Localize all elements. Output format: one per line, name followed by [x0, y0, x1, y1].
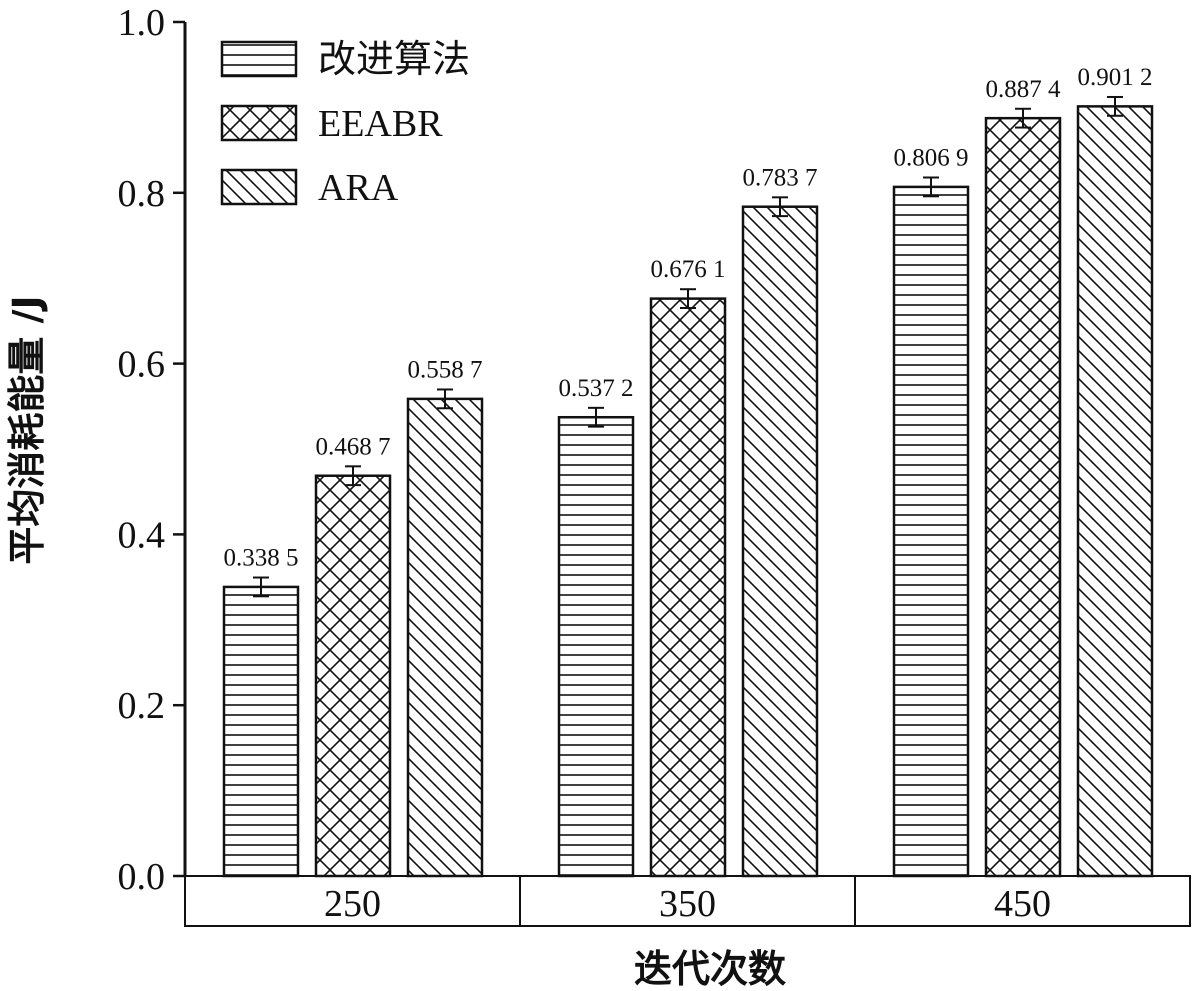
- legend-swatch: [220, 104, 298, 142]
- bar: [649, 297, 727, 878]
- x-tick-label: 450: [994, 883, 1051, 925]
- bar: [314, 474, 392, 878]
- y-tick-label: 0.4: [118, 514, 166, 556]
- y-tick-label: 0.6: [118, 344, 166, 386]
- bar: [984, 116, 1062, 878]
- y-tick-label: 1.0: [118, 2, 166, 44]
- x-axis-title: 迭代次数: [634, 947, 786, 991]
- y-tick-label: 0.2: [118, 685, 166, 727]
- legend-swatch: [220, 40, 298, 78]
- bar: [1076, 105, 1154, 878]
- data-label: 0.806 9: [894, 145, 969, 172]
- legend-label: ARA: [318, 167, 399, 209]
- legend: 改进算法 EEABR ARA: [220, 39, 470, 209]
- y-tick-label: 0.8: [118, 173, 166, 215]
- bar: [222, 585, 300, 878]
- data-label: 0.338 5: [224, 545, 299, 572]
- legend-label: 改进算法: [318, 39, 470, 81]
- data-label: 0.783 7: [743, 164, 818, 191]
- data-label: 0.887 4: [986, 76, 1062, 103]
- x-tick-label: 350: [659, 883, 716, 925]
- bars: 0.338 5 0.468 7 0.558 7 0.537 2 0.676 1 0.783…: [222, 64, 1154, 878]
- x-tick-labels: 250 350 450: [324, 883, 1051, 925]
- y-tick-label: 0.0: [118, 856, 166, 898]
- data-label: 0.676 1: [651, 256, 726, 283]
- data-label: 0.468 7: [316, 433, 391, 460]
- data-label: 0.558 7: [408, 356, 483, 383]
- legend-swatch: [220, 168, 298, 206]
- y-axis-title: 平均消耗能量 /J: [5, 295, 49, 564]
- legend-label: EEABR: [318, 103, 443, 145]
- bar: [892, 185, 970, 878]
- data-label: 0.537 2: [559, 375, 634, 402]
- bar: [557, 415, 635, 878]
- x-tick-label: 250: [324, 883, 381, 925]
- bar: [741, 205, 819, 878]
- y-ticks: 0.0 0.2 0.4 0.6 0.8 1.0: [118, 2, 185, 898]
- bar: [406, 397, 484, 878]
- data-label: 0.901 2: [1078, 64, 1153, 91]
